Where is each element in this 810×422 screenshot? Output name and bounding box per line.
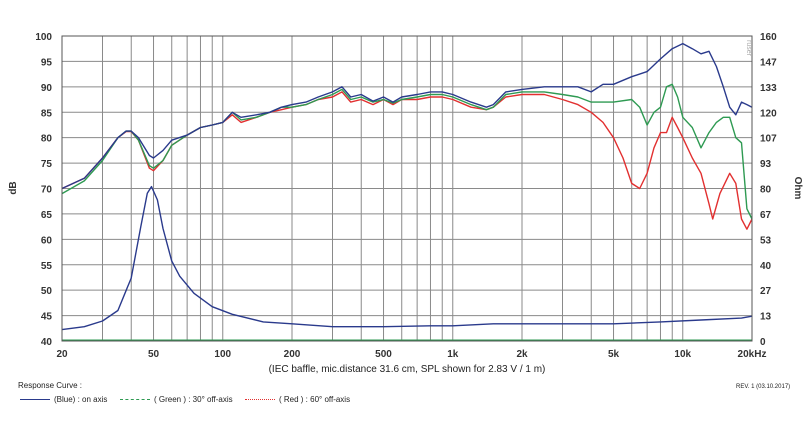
- y-axis-right-ticks: 160 147 133 120 107 93 80 67 53 40 27 13 0: [760, 32, 777, 348]
- y-tick-label-left: 45: [41, 312, 53, 323]
- grid-lines: [62, 36, 752, 341]
- y-tick-label-right: 53: [760, 235, 772, 246]
- y-tick-label-left: 60: [41, 235, 53, 246]
- series-line-2a3a8c: [61, 42, 753, 190]
- x-tick-label: 100: [214, 349, 231, 360]
- y-tick-label-right: 93: [760, 159, 772, 170]
- legend-label-blue: (Blue) : on axis: [54, 395, 108, 404]
- legend-swatch-blue: [20, 399, 50, 400]
- series-line-impedance: [61, 185, 753, 331]
- y-tick-label-left: 90: [41, 83, 53, 94]
- legend-title: Response Curve :: [18, 381, 83, 390]
- y-tick-label-right: 0: [760, 337, 766, 348]
- series-layer: [61, 42, 753, 331]
- y-tick-label-left: 95: [41, 57, 53, 68]
- y-tick-label-left: 40: [41, 337, 53, 348]
- x-tick-label: 2k: [516, 349, 528, 360]
- x-tick-label: 1k: [447, 349, 459, 360]
- y-tick-label-right: 120: [760, 108, 777, 119]
- measurement-note: (IEC baffle, mic.distance 31.6 cm, SPL s…: [269, 364, 546, 375]
- legend-item-red: ( Red ) : 60° off-axis: [245, 395, 350, 404]
- y-tick-label-left: 55: [41, 261, 53, 272]
- series-line-2e9a52: [61, 83, 753, 220]
- watermark: ruser: [745, 40, 752, 57]
- y-tick-label-right: 13: [760, 312, 772, 323]
- plot-frame: [61, 35, 753, 342]
- legend-swatch-red: [245, 399, 275, 400]
- x-tick-label: 5k: [608, 349, 620, 360]
- frequency-response-chart: 20 50 100 200 500 1k 2k 5k 10k 20kHz 100959085807…: [8, 32, 803, 375]
- x-tick-label: 20: [56, 349, 68, 360]
- legend-swatch-green: [120, 399, 150, 400]
- legend-item-green: ( Green ) : 30° off-axis: [120, 395, 233, 404]
- y-tick-label-right: 80: [760, 185, 772, 196]
- y-tick-label-left: 50: [41, 286, 53, 297]
- x-tick-label: 50: [148, 349, 160, 360]
- y-axis-left-ticks: 100 95 90 85 80 75 70 65 60 55 50 45 40: [35, 32, 52, 348]
- revision-label: REV. 1 (03.10.2017): [736, 384, 791, 390]
- y-axis-left-label: dB: [8, 181, 19, 194]
- y-tick-label-left: 70: [41, 185, 53, 196]
- y-tick-label-right: 107: [760, 134, 777, 145]
- y-axis-right-label: Ohm: [792, 177, 803, 200]
- legend-label-green: ( Green ) : 30° off-axis: [154, 395, 233, 404]
- x-axis-ticks: 20 50 100 200 500 1k 2k 5k 10k 20kHz: [56, 349, 766, 360]
- y-tick-label-right: 147: [760, 57, 777, 68]
- y-tick-label-right: 133: [760, 83, 777, 94]
- legend-item-blue: (Blue) : on axis: [20, 395, 107, 404]
- x-tick-label: 10k: [674, 349, 691, 360]
- x-tick-label: 20kHz: [738, 349, 767, 360]
- y-tick-label-left: 75: [41, 159, 53, 170]
- x-tick-label: 200: [284, 349, 301, 360]
- y-tick-label-left: 80: [41, 134, 53, 145]
- y-tick-label-left: 100: [35, 32, 52, 43]
- y-tick-label-right: 40: [760, 261, 772, 272]
- y-tick-label-right: 160: [760, 32, 777, 43]
- x-tick-label: 500: [375, 349, 392, 360]
- y-tick-label-right: 67: [760, 210, 772, 221]
- y-tick-label-left: 65: [41, 210, 53, 221]
- y-tick-label-right: 27: [760, 286, 772, 297]
- y-tick-label-left: 85: [41, 108, 53, 119]
- legend-label-red: ( Red ) : 60° off-axis: [279, 395, 351, 404]
